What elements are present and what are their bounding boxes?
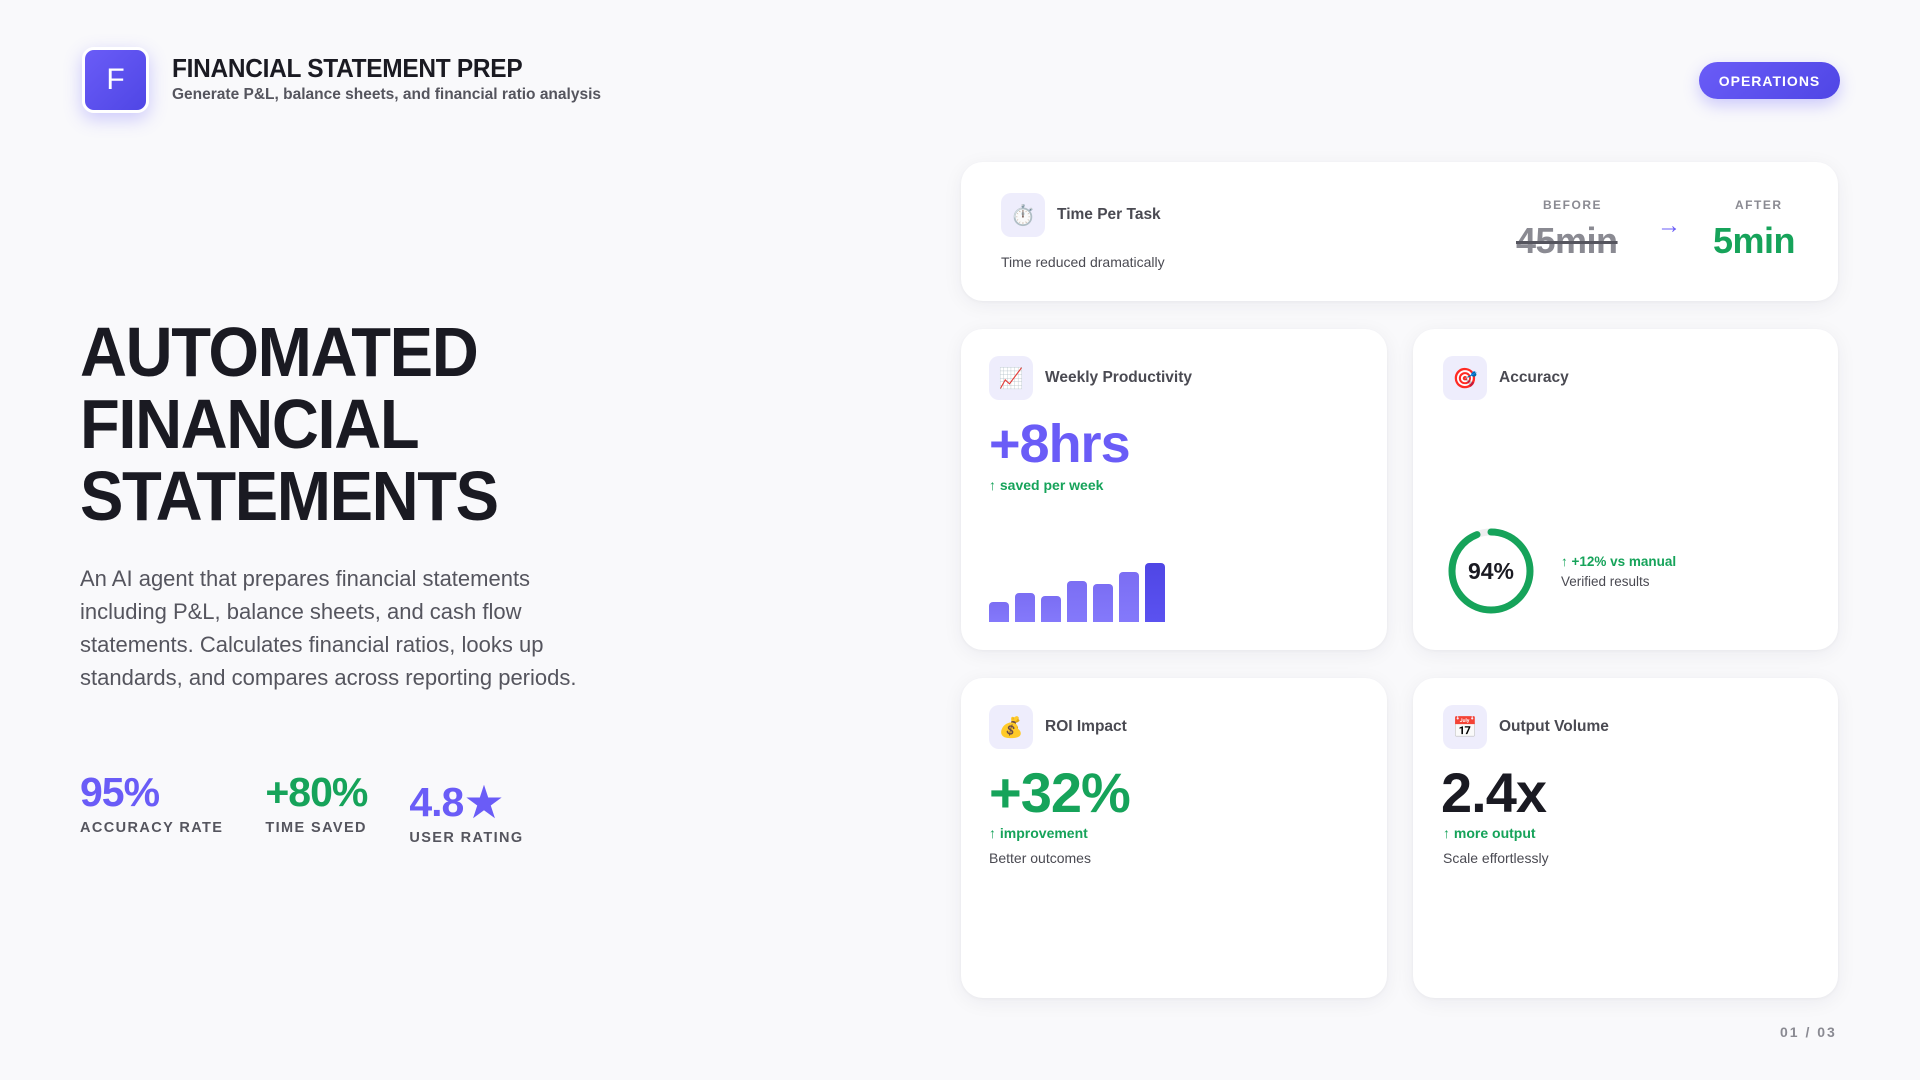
arrow-right-icon: → [1657,212,1681,239]
calendar-icon: 📅 [1443,705,1487,749]
hero-title-line: STATEMENTS [80,457,499,535]
trend-text: ↑ +12% vs manual [1561,554,1677,569]
hero-description: An AI agent that prepares financial stat… [80,566,577,690]
money-bag-icon: 💰 [989,705,1033,749]
target-icon: 🎯 [1443,356,1487,400]
accuracy-card: 🎯 Accuracy 94% ↑ +12% vs manual Verified… [1413,329,1838,650]
chart-bar [1015,593,1035,622]
stopwatch-icon: ⏱️ [1001,193,1045,237]
card-note: Better outcomes [989,850,1091,866]
card-label: Output Volume [1499,718,1609,735]
output-volume-card: 📅 Output Volume 2.4x ↑ more output Scale… [1413,678,1838,998]
stats-row: 95% ACCURACY RATE +80% TIME SAVED 4.8 ★ … [80,768,566,846]
hero-title: AUTOMATED FINANCIAL STATEMENTS [80,316,638,532]
trend-text: ↑ more output [1443,825,1536,841]
metric-value: 2.4x [1441,761,1547,824]
chart-bar [1119,572,1139,622]
category-tag[interactable]: OPERATIONS [1699,62,1840,99]
trend-text: ↑ improvement [989,825,1088,841]
card-label: ROI Impact [1045,718,1127,735]
trend-text: ↑ saved per week [989,477,1104,493]
app-subtitle: Generate P&L, balance sheets, and financ… [172,86,601,103]
stat-time-saved: +80% TIME SAVED [265,768,368,846]
after-label: AFTER [1735,198,1783,212]
stat-user-rating: 4.8 ★ USER RATING [409,778,523,846]
star-icon: ★ [463,776,504,828]
stat-label: USER RATING [409,830,524,846]
mini-bar-chart [989,552,1171,622]
metric-value: +32% [989,761,1131,824]
card-label: Time Per Task [1057,206,1161,223]
stat-label: ACCURACY RATE [80,820,224,836]
chart-increasing-icon: 📈 [989,356,1033,400]
card-note: Time reduced dramatically [1001,254,1165,270]
card-label: Weekly Productivity [1045,369,1193,386]
after-value: 5min [1713,220,1796,261]
rating-number: 4.8 [409,779,464,825]
stat-value: 95% [80,769,160,815]
stat-label: TIME SAVED [265,820,367,836]
hero-title-line: AUTOMATED [80,313,479,391]
app-logo: F [82,47,149,113]
time-per-task-card: ⏱️ Time Per Task Time reduced dramatical… [961,162,1838,301]
stat-value: +80% [265,769,368,815]
progress-ring [1448,528,1534,614]
chart-bar [1145,563,1165,622]
weekly-productivity-card: 📈 Weekly Productivity +8hrs ↑ saved per … [961,329,1387,650]
app-title: FINANCIAL STATEMENT PREP [172,53,523,83]
chart-bar [989,602,1009,622]
before-value: 45min [1516,220,1618,261]
chart-bar [1067,581,1087,622]
card-note: Verified results [1561,574,1650,589]
hero-title-line: FINANCIAL [80,385,420,463]
before-label: BEFORE [1543,198,1603,212]
chart-bar [1041,596,1061,622]
card-note: Scale effortlessly [1443,850,1549,866]
chart-bar [1093,584,1113,622]
stat-value: 4.8 ★ [409,778,523,826]
card-label: Accuracy [1499,369,1569,386]
roi-impact-card: 💰 ROI Impact +32% ↑ improvement Better o… [961,678,1387,998]
ring-value: 94% [1467,557,1515,584]
stat-accuracy: 95% ACCURACY RATE [80,768,223,846]
page-indicator: 01 / 03 [1780,1024,1837,1040]
metric-value: +8hrs [989,414,1131,474]
